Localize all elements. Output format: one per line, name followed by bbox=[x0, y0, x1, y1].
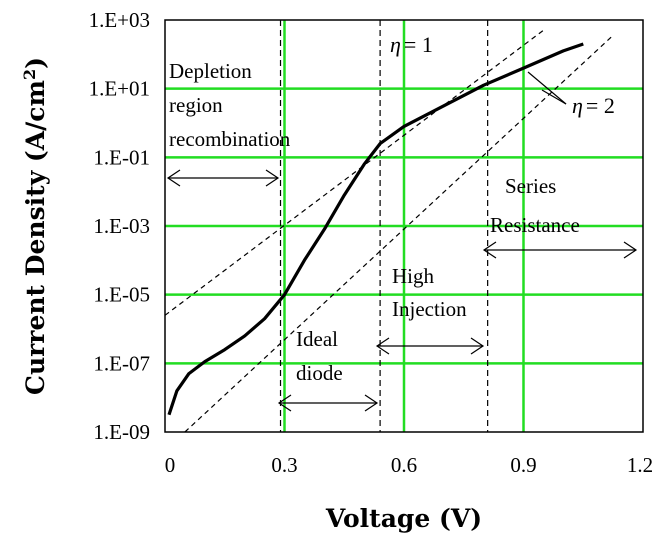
eta1-symbol: η bbox=[390, 32, 401, 57]
annotation-high-line2: Injection bbox=[392, 297, 467, 321]
annotation-depletion-line3: recombination bbox=[169, 127, 291, 151]
y-axis-title-main: Current Density (A/cm bbox=[21, 80, 50, 395]
ideality-reference-line-2 bbox=[184, 36, 612, 433]
annotation-series-line2: Resistance bbox=[490, 213, 580, 237]
y-tick-label: 1.E-07 bbox=[93, 351, 150, 375]
eta2-pointers bbox=[527, 71, 567, 105]
series-group bbox=[164, 29, 612, 433]
y-axis-title: Current Density (A/cm2) bbox=[20, 57, 50, 395]
x-axis-title: Voltage (V) bbox=[325, 504, 482, 533]
depletion-arrow bbox=[166, 169, 280, 187]
ideality-reference-line-1 bbox=[164, 29, 544, 316]
arrows bbox=[166, 71, 638, 412]
annotation-ideal-line1: Ideal bbox=[296, 327, 338, 351]
plot-frame bbox=[164, 19, 644, 433]
y-tick-labels: 1.E-09 1.E-07 1.E-05 1.E-03 1.E-01 1.E+01 1.E+… bbox=[89, 8, 150, 444]
eta1-value: = 1 bbox=[404, 32, 433, 57]
annotation-series-line1: Series bbox=[505, 174, 556, 198]
y-tick-label: 1.E-03 bbox=[93, 214, 150, 238]
ideal-diode-arrow bbox=[277, 394, 379, 412]
eta2-value: = 2 bbox=[586, 93, 615, 118]
y-axis-title-tail: ) bbox=[21, 57, 50, 69]
eta2-symbol: η bbox=[572, 93, 583, 118]
y-tick-label: 1.E+01 bbox=[89, 77, 150, 101]
annotation-depletion-line2: region bbox=[169, 93, 223, 117]
regime-boundaries bbox=[279, 20, 489, 432]
x-tick-label: 0 bbox=[165, 453, 176, 477]
measured-current-curve bbox=[167, 42, 584, 416]
y-tick-label: 1.E-01 bbox=[93, 145, 150, 169]
x-tick-label: 0.3 bbox=[271, 453, 297, 477]
y-tick-label: 1.E-09 bbox=[93, 420, 150, 444]
x-tick-label: 0.6 bbox=[391, 453, 417, 477]
y-tick-label: 1.E-05 bbox=[93, 283, 150, 307]
y-tick-label: 1.E+03 bbox=[89, 8, 150, 32]
y-axis-title-superscript: 2 bbox=[20, 69, 39, 80]
annotation-high-line1: High bbox=[392, 264, 435, 288]
annotation-eta2: η = 2 bbox=[572, 93, 615, 118]
x-tick-labels: 0 0.3 0.6 0.9 1.2 bbox=[165, 453, 653, 477]
series-resistance-arrow bbox=[482, 241, 638, 259]
annotation-depletion-line1: Depletion bbox=[169, 59, 252, 83]
annotation-eta1: η = 1 bbox=[390, 32, 433, 57]
high-injection-arrow bbox=[375, 337, 485, 355]
grid bbox=[165, 20, 643, 432]
annotation-ideal-line2: diode bbox=[296, 361, 343, 385]
x-tick-label: 1.2 bbox=[627, 453, 653, 477]
x-tick-label: 0.9 bbox=[510, 453, 536, 477]
